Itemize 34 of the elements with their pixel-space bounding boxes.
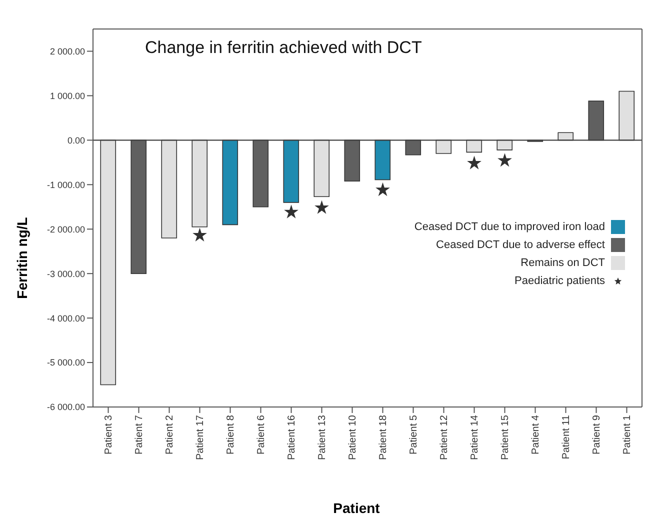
x-tick-label: Patient 13 <box>316 414 328 460</box>
x-tick-label: Patient 2 <box>164 414 176 454</box>
x-tick-label: Patient 7 <box>134 414 145 454</box>
x-tick-label: Patient 14 <box>469 414 480 460</box>
x-axis-title: Patient <box>332 500 381 516</box>
legend-label: Ceased DCT due to improved iron load <box>414 221 605 233</box>
y-tick-label: -5 000.00 <box>46 358 85 368</box>
x-tick-label: Patient 6 <box>256 414 267 454</box>
x-tick-label: Patient 9 <box>591 414 602 454</box>
y-tick-label: 1 000.00 <box>50 90 85 101</box>
x-tick-label: Patient 16 <box>286 414 298 460</box>
legend-label: Remains on DCT <box>520 257 605 269</box>
x-tick-label: Patient 8 <box>225 414 236 454</box>
x-tick-label: Patient 3 <box>103 414 114 454</box>
y-tick-label: -6 000.00 <box>46 402 85 412</box>
y-tick-label: -4 000.00 <box>46 313 85 324</box>
y-tick-label: 2 000.00 <box>50 46 85 56</box>
y-tick-label: -3 000.00 <box>46 268 85 279</box>
x-tick-label: Patient 11 <box>560 414 572 460</box>
x-tick-label: Patient 12 <box>438 414 450 460</box>
legend-label: Ceased DCT due to adverse effect <box>436 239 605 251</box>
y-tick-label: 0.00 <box>67 135 85 146</box>
y-tick-label: -1 000.00 <box>46 180 85 190</box>
legend-label: Paediatric patients <box>514 275 605 287</box>
x-tick-label: Patient 4 <box>530 414 542 454</box>
x-tick-label: Patient 15 <box>500 414 511 460</box>
text: Change in ferritin achieved with DCT <box>145 38 422 58</box>
x-tick-label: Patient 17 <box>194 414 206 460</box>
x-tick-label: Patient 5 <box>408 414 420 454</box>
y-axis-title: Ferritin ng/L <box>14 217 30 299</box>
y-tick-label: -2 000.00 <box>46 224 85 234</box>
x-tick-label: Patient 10 <box>347 414 358 460</box>
x-tick-label: Patient 1 <box>622 414 633 454</box>
x-tick-label: Patient 18 <box>378 414 389 460</box>
